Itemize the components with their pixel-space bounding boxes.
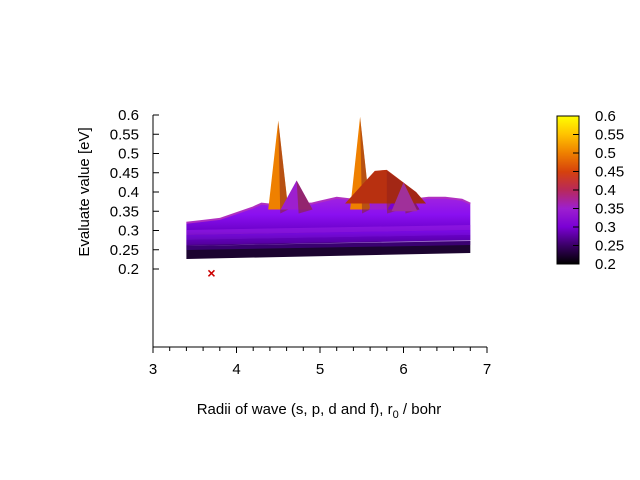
- z-axis-label: Evaluate value [eV]: [76, 127, 93, 256]
- z-tick-label: 0.55: [110, 126, 139, 143]
- x-axis-label-subscript: 0: [393, 409, 399, 421]
- colorbar-ticks: 0.6 0.550.5 0.450.4 0.350.3 0.250.2: [573, 108, 624, 273]
- z-ticks: 0.6 0.55 0.5 0.45 0.4 0.35 0.3 0.25 0.2: [110, 107, 159, 278]
- colorbar-tick-label: 0.2: [595, 256, 616, 273]
- minimum-marker: [207, 269, 215, 277]
- surface-peak-shade: [296, 180, 313, 214]
- x-tick-label: 4: [232, 361, 240, 378]
- x-axis-label-main: Radii of wave (s, p, d and f), r: [197, 401, 393, 418]
- z-tick-label: 0.4: [118, 184, 139, 201]
- surface-shade-band: [186, 230, 471, 240]
- z-tick-label: 0.5: [118, 146, 139, 163]
- z-tick-label: 0.45: [110, 165, 139, 182]
- x-axis-label: Radii of wave (s, p, d and f), r0 / bohr: [197, 401, 442, 421]
- colorbar-tick-label: 0.35: [595, 201, 624, 218]
- colorbar-tick-label: 0.45: [595, 164, 624, 181]
- surface-body: [186, 196, 471, 259]
- x-tick-label: 6: [399, 361, 407, 378]
- x-tick-label: 7: [483, 361, 491, 378]
- x-axis-label-unit: / bohr: [399, 401, 442, 418]
- colorbar-tick-label: 0.5: [595, 145, 616, 162]
- surface-rim: [186, 196, 471, 224]
- colorbar-tick-label: 0.6: [595, 108, 616, 125]
- surface-shade-band: [186, 225, 471, 235]
- colorbar-tick-label: 0.4: [595, 182, 616, 199]
- colorbar-tick-label: 0.55: [595, 127, 624, 144]
- marker-stroke: [207, 269, 215, 277]
- surface-shade-band: [186, 240, 471, 250]
- colorbar: 0.6 0.550.5 0.450.4 0.350.3 0.250.2: [556, 108, 624, 273]
- z-tick-label: 0.3: [118, 223, 139, 240]
- x-tick-label: 3: [149, 361, 157, 378]
- colorbar-tick-label: 0.25: [595, 238, 624, 255]
- z-tick-label: 0.35: [110, 203, 139, 220]
- colorbar-tick-label: 0.3: [595, 219, 616, 236]
- surface-bump: [391, 182, 418, 212]
- surface-hump-shade: [386, 170, 427, 204]
- x-tick-label: 5: [316, 361, 324, 378]
- surface-peak-shade: [278, 120, 289, 214]
- z-tick-label: 0.6: [118, 107, 139, 124]
- surface-shade-band: [186, 235, 471, 245]
- surface-peaks: [268, 116, 427, 214]
- z-tick-label: 0.2: [118, 261, 139, 278]
- z-tick-label: 0.25: [110, 242, 139, 259]
- x-ticks: 3 4 5 6 7: [149, 347, 491, 378]
